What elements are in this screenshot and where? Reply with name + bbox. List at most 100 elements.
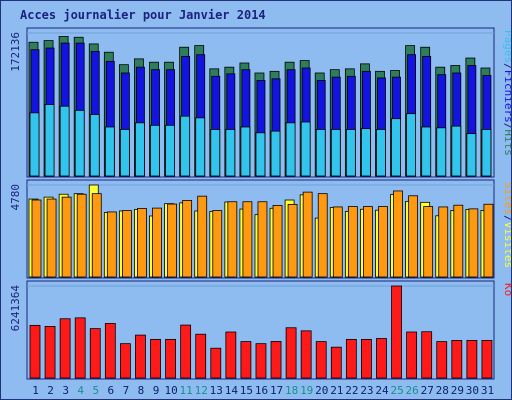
day-label: 8 <box>138 384 145 397</box>
kb-bar <box>361 338 372 379</box>
day-label: 28 <box>436 384 449 397</box>
kb-bar <box>255 343 267 379</box>
day-label: 16 <box>255 384 268 397</box>
day-label: 31 <box>481 384 494 397</box>
pages-bar <box>240 126 251 177</box>
legend-middle: Sites/Visites <box>502 182 511 268</box>
kb-bar <box>466 340 478 379</box>
sites-bar <box>363 206 373 278</box>
pages-bar <box>421 126 432 177</box>
kb-bar <box>29 324 41 379</box>
sites-bar <box>272 205 283 278</box>
pages-bar <box>361 128 371 177</box>
kb-bar <box>135 334 146 379</box>
kb-bar <box>150 338 161 379</box>
pages-bar <box>29 112 40 177</box>
sites-bar <box>61 196 72 278</box>
kb-bar <box>285 327 297 379</box>
sites-bar <box>167 203 177 278</box>
legend-bottom: Ko <box>502 283 511 296</box>
pages-bar <box>451 125 462 177</box>
kb-bar <box>59 318 71 379</box>
pages-bar <box>59 105 70 177</box>
sites-bar <box>317 193 328 278</box>
sites-bar <box>468 208 479 278</box>
day-label: 21 <box>330 384 343 397</box>
day-label: 17 <box>270 384 283 397</box>
pages-bar <box>150 124 160 177</box>
pages-bar <box>330 129 341 177</box>
kb-bar <box>481 340 493 379</box>
kb-bar <box>300 330 312 379</box>
pages-bar <box>225 129 236 177</box>
legend-middle-item-2: Visites <box>502 222 511 268</box>
day-label: 24 <box>375 384 389 397</box>
pages-bar <box>89 114 100 177</box>
sites-bar <box>91 193 102 278</box>
day-label: 5 <box>92 384 99 397</box>
sites-bar <box>408 195 419 278</box>
sites-bar <box>106 211 117 278</box>
day-label: 20 <box>315 384 328 397</box>
kb-bar <box>74 317 86 379</box>
day-label: 23 <box>360 384 373 397</box>
panel-3-ymax-label: 6241364 <box>9 285 22 332</box>
kb-bar <box>165 338 176 379</box>
pages-bar <box>300 121 311 177</box>
pages-bar <box>119 129 130 177</box>
kb-bar <box>210 347 222 379</box>
kb-bar <box>406 331 418 379</box>
pages-bar <box>285 122 296 177</box>
sites-bar <box>302 191 313 278</box>
sites-bar <box>378 206 388 278</box>
sites-bar <box>121 210 132 278</box>
sites-bar <box>182 199 193 278</box>
day-label: 22 <box>345 384 358 397</box>
pages-bar <box>104 126 115 177</box>
pages-bar <box>466 133 477 177</box>
day-label: 19 <box>300 384 313 397</box>
day-label: 30 <box>466 384 479 397</box>
pages-bar <box>44 104 55 177</box>
day-label: 6 <box>108 384 115 397</box>
legend-bottom-item-0: Ko <box>502 283 511 296</box>
legend-top-item-2: Fichiers <box>502 70 511 123</box>
kb-bar <box>391 285 402 379</box>
legend-top-item-1: / <box>502 63 511 70</box>
pages-bar <box>315 129 326 177</box>
sites-bar <box>393 190 403 278</box>
kb-bar <box>195 333 207 379</box>
legend-top-item-4: Hits <box>502 129 511 156</box>
kb-bar <box>270 341 282 379</box>
kb-bar <box>240 341 252 379</box>
sites-bar <box>347 206 358 278</box>
day-label: 1 <box>32 384 39 397</box>
sites-bar <box>137 208 147 278</box>
day-label: 15 <box>240 384 253 397</box>
day-label: 29 <box>451 384 464 397</box>
sites-bar <box>197 195 208 278</box>
sites-bar <box>257 201 268 278</box>
day-label: 18 <box>285 384 298 397</box>
kb-bar <box>345 338 357 379</box>
sites-bar <box>46 198 57 278</box>
day-label: 4 <box>77 384 84 397</box>
pages-bar <box>74 109 85 177</box>
pages-bar <box>180 115 191 177</box>
day-label: 11 <box>180 384 193 397</box>
sites-bar <box>242 201 253 278</box>
kb-bar <box>421 331 433 379</box>
kb-bar <box>451 340 463 379</box>
day-label: 10 <box>164 384 177 397</box>
day-label: 13 <box>210 384 223 397</box>
sites-bar <box>212 210 223 278</box>
kb-bar <box>44 326 56 379</box>
legend-middle-item-1: / <box>502 215 511 222</box>
kb-bar <box>330 346 342 379</box>
pages-bar <box>406 113 417 177</box>
kb-bar <box>119 343 131 379</box>
pages-bar <box>270 130 281 177</box>
legend-top: Pages/Fichiers/Hits <box>502 30 511 156</box>
kb-bar <box>315 341 327 379</box>
